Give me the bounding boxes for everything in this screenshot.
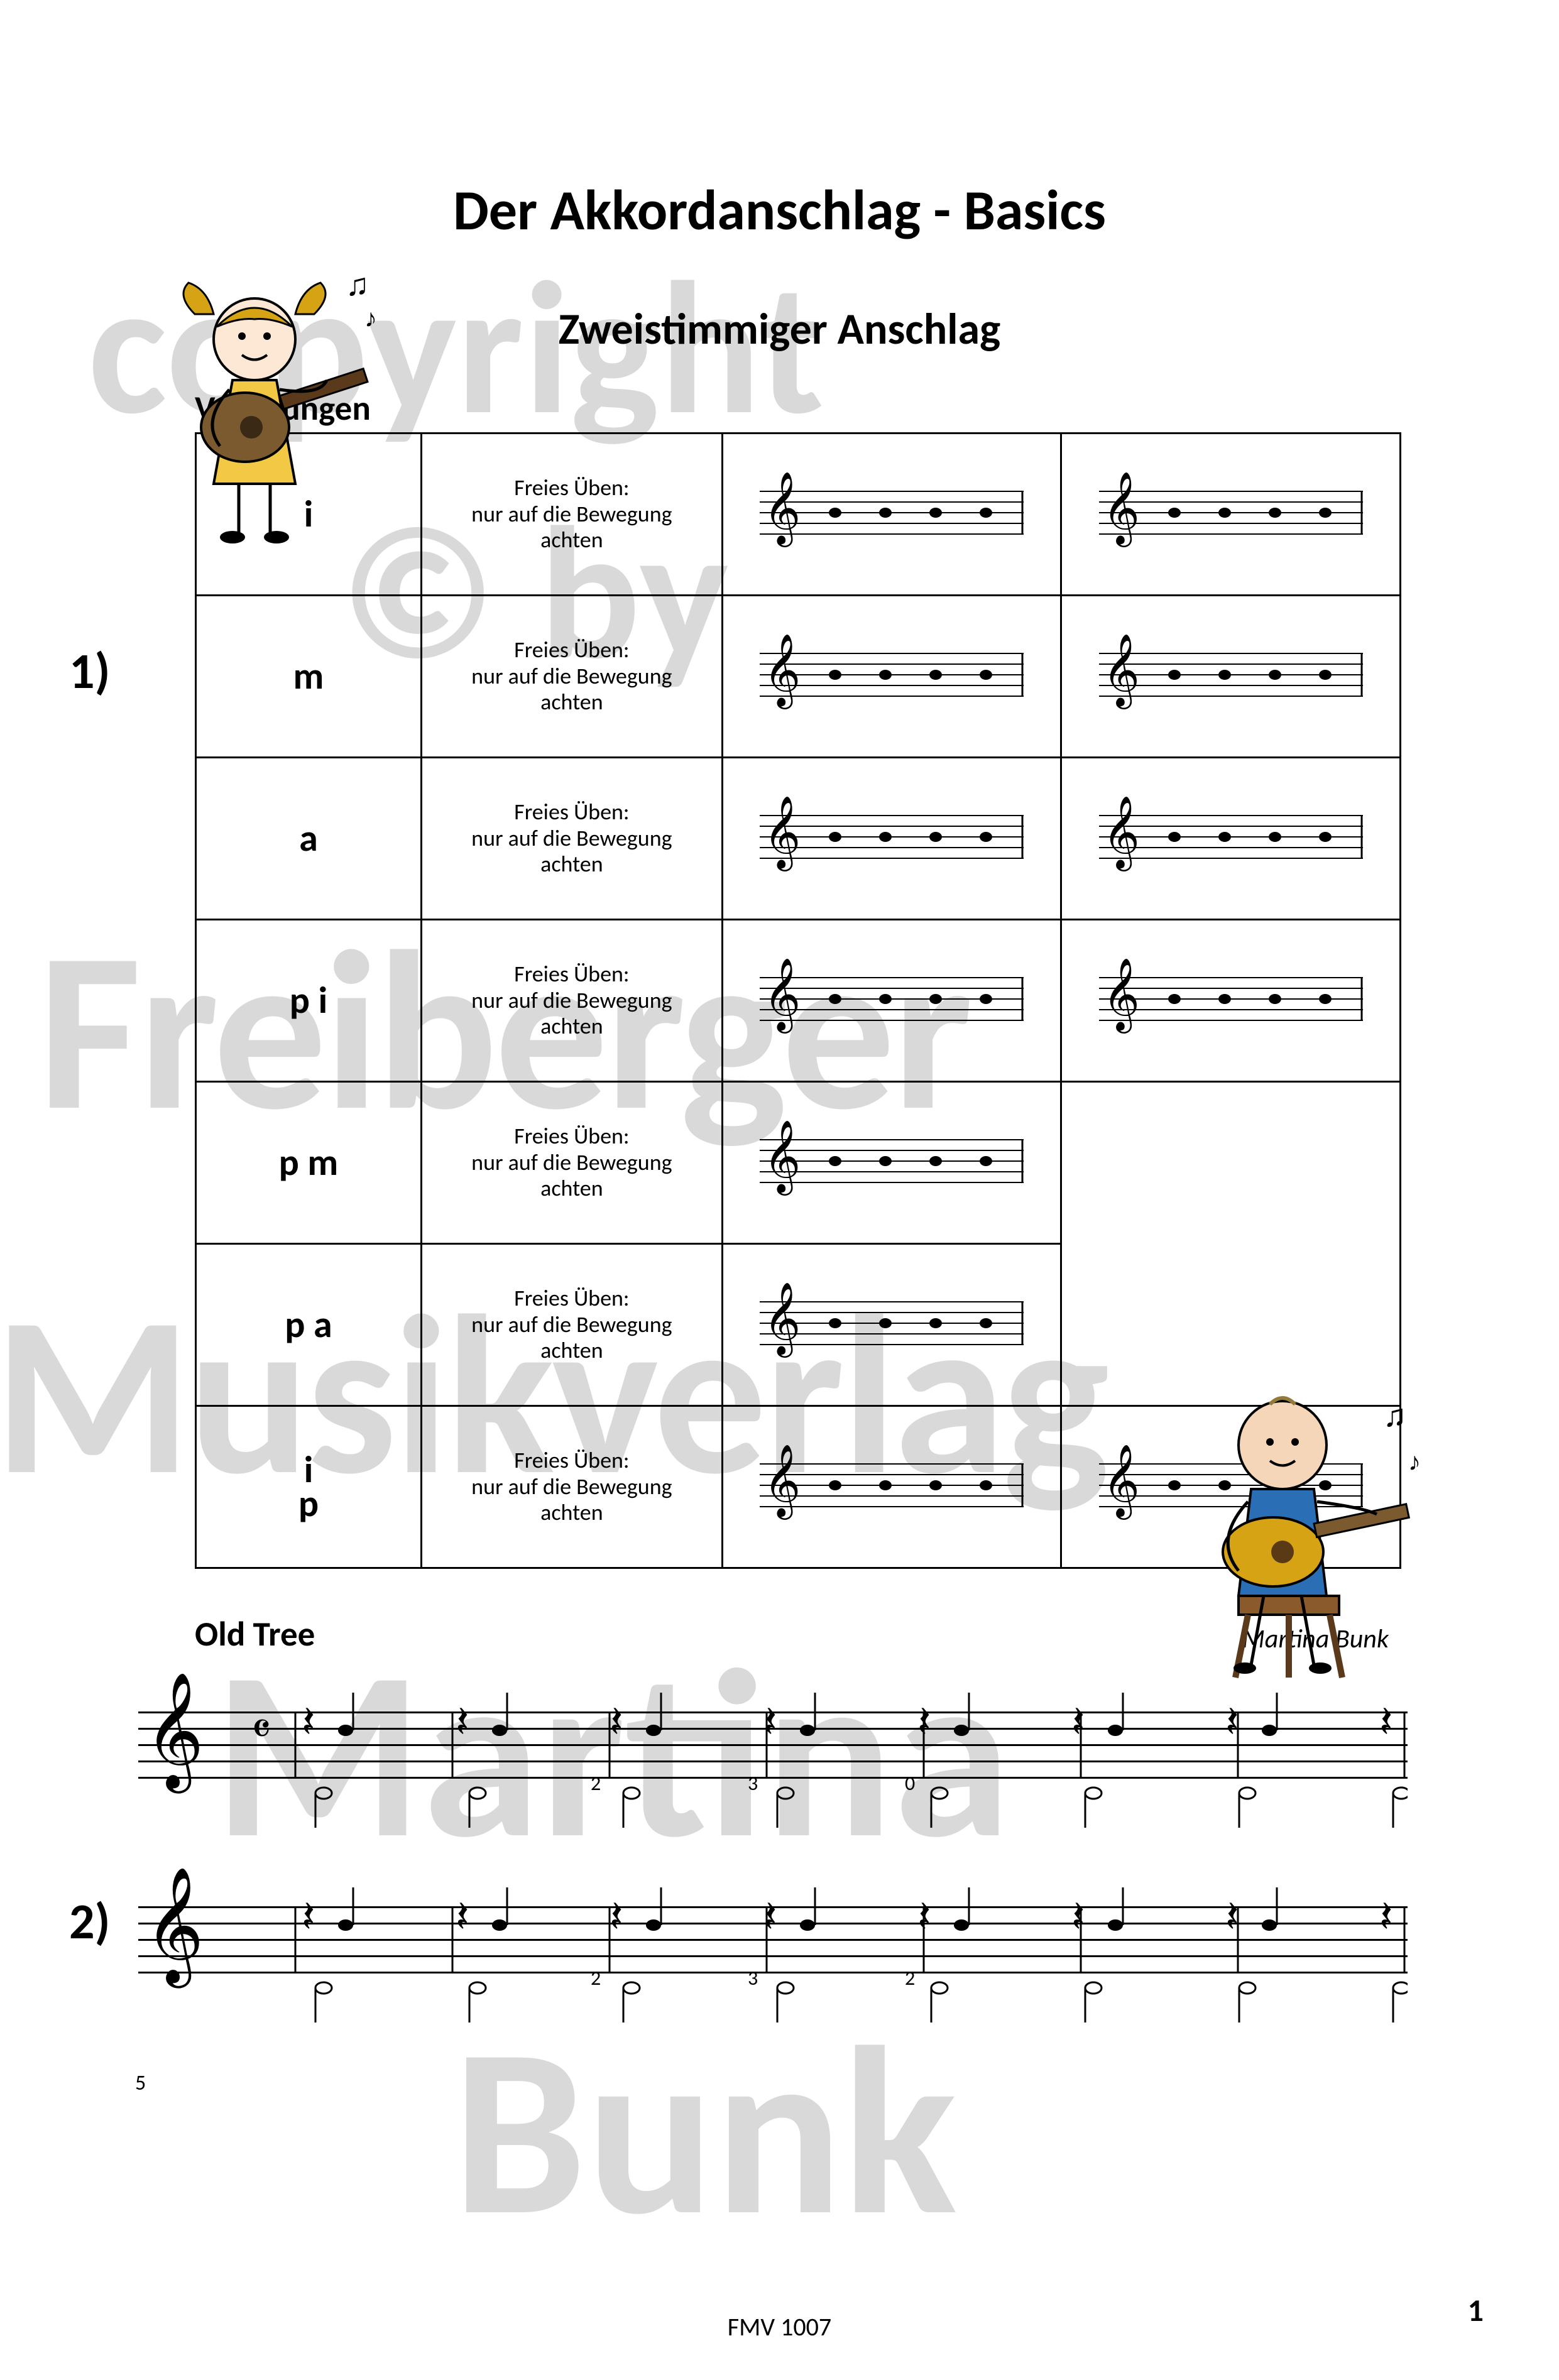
mini-staff: 𝄞 — [760, 1133, 1024, 1189]
svg-text:𝄽: 𝄽 — [763, 1893, 777, 1941]
exercise-number-1: 1) — [69, 641, 110, 702]
svg-text:♫: ♫ — [346, 270, 369, 304]
svg-text:𝄽: 𝄽 — [302, 1698, 315, 1747]
instruction-cell: Freies Üben:nur auf die Bewegungachten — [421, 434, 722, 596]
instruction-cell: Freies Üben:nur auf die Bewegungachten — [421, 1244, 722, 1406]
mini-staff: 𝄞 — [1099, 971, 1363, 1027]
mini-staff: 𝄞 — [760, 1457, 1024, 1514]
finger-cell: m — [196, 596, 422, 758]
svg-text:𝄽: 𝄽 — [1071, 1698, 1085, 1747]
finger-cell: p m — [196, 1082, 422, 1244]
svg-text:𝄽: 𝄽 — [1379, 1893, 1392, 1941]
table-row: aFreies Üben:nur auf die Bewegungachten 𝄞… — [196, 758, 1401, 920]
mini-staff: 𝄞 — [760, 809, 1024, 865]
staff-cell-1: 𝄞 — [722, 1244, 1061, 1406]
svg-text:2: 2 — [905, 1966, 915, 1990]
svg-text:♫: ♫ — [1383, 1397, 1407, 1435]
svg-text:0: 0 — [905, 1771, 915, 1796]
boy-guitar-illustration: ♫ ♪ — [1163, 1389, 1440, 1690]
svg-text:2: 2 — [591, 1771, 601, 1796]
staff-cell-2: 𝄞 — [1061, 596, 1401, 758]
svg-text:𝄽: 𝄽 — [917, 1893, 931, 1941]
finger-cell: p i — [196, 920, 422, 1082]
finger-cell: ip — [196, 1406, 422, 1568]
staff-cell-2: 𝄞 — [1061, 920, 1401, 1082]
svg-text:♪: ♪ — [364, 303, 377, 334]
finger-cell: p a — [196, 1244, 422, 1406]
page-number: 1 — [1468, 2291, 1484, 2330]
staff-cell-1: 𝄞 — [722, 596, 1061, 758]
mini-staff: 𝄞 — [760, 484, 1024, 541]
svg-text:𝄽: 𝄽 — [763, 1698, 777, 1747]
exercise-number-2: 2) — [69, 1891, 110, 1952]
svg-text:3: 3 — [748, 1771, 758, 1796]
table-row: mFreies Üben:nur auf die Bewegungachten 𝄞… — [196, 596, 1401, 758]
staff-cell-2: 𝄞 — [1061, 434, 1401, 596]
section-label-vorubungen: Vorübungen — [195, 387, 1559, 429]
mini-staff: 𝄞 — [1099, 809, 1363, 865]
svg-text:𝄽: 𝄽 — [1225, 1893, 1239, 1941]
svg-text:𝄽: 𝄽 — [1071, 1893, 1085, 1941]
watermark-bunk: Bunk — [452, 1985, 957, 2277]
table-row: p mFreies Üben:nur auf die Bewegungachte… — [196, 1082, 1401, 1244]
staff-cell-1: 𝄞 — [722, 1082, 1061, 1244]
page-title: Der Akkordanschlag - Basics — [0, 176, 1559, 245]
svg-text:♪: ♪ — [1408, 1446, 1421, 1477]
mini-staff: 𝄞 — [760, 1295, 1024, 1351]
svg-text:3: 3 — [748, 1966, 758, 1990]
footer-code: FMV 1007 — [0, 2312, 1559, 2342]
svg-text:𝄽: 𝄽 — [456, 1698, 469, 1747]
svg-text:2: 2 — [591, 1966, 601, 1990]
staff-cell-1: 𝄞 — [722, 1406, 1061, 1568]
staff-cell-1: 𝄞 — [722, 758, 1061, 920]
instruction-cell: Freies Üben:nur auf die Bewegungachten — [421, 1082, 722, 1244]
music-staff-line-2: 𝄞 𝄽𝄽𝄽𝄽𝄽𝄽𝄽𝄽232 — [138, 1862, 1408, 2026]
instruction-cell: Freies Üben:nur auf die Bewegungachten — [421, 596, 722, 758]
staff-cell-2: 𝄞 — [1061, 758, 1401, 920]
mini-staff: 𝄞 — [1099, 484, 1363, 541]
svg-text:𝄽: 𝄽 — [1379, 1698, 1392, 1747]
instruction-cell: Freies Üben:nur auf die Bewegungachten — [421, 1406, 722, 1568]
svg-text:𝄽: 𝄽 — [302, 1893, 315, 1941]
svg-text:𝄽: 𝄽 — [917, 1698, 931, 1747]
instruction-cell: Freies Üben:nur auf die Bewegungachten — [421, 920, 722, 1082]
staff-cell-1: 𝄞 — [722, 920, 1061, 1082]
mini-staff: 𝄞 — [760, 971, 1024, 1027]
staff-cell-1: 𝄞 — [722, 434, 1061, 596]
svg-text:𝄽: 𝄽 — [610, 1698, 623, 1747]
instruction-cell: Freies Üben:nur auf die Bewegungachten — [421, 758, 722, 920]
music-staff-line-1: 𝄞 𝄴 𝄽𝄽𝄽𝄽𝄽𝄽𝄽𝄽230 — [138, 1668, 1408, 1831]
mini-staff: 𝄞 — [760, 647, 1024, 703]
finger-cell: a — [196, 758, 422, 920]
girl-guitar-illustration: ♫ ♪ — [170, 270, 396, 553]
staff-cell-2 — [1061, 1082, 1401, 1406]
svg-text:𝄽: 𝄽 — [456, 1893, 469, 1941]
song-title: Old Tree — [195, 1613, 315, 1655]
bar-number-5: 5 — [135, 2070, 146, 2096]
svg-text:𝄽: 𝄽 — [1225, 1698, 1239, 1747]
svg-text:𝄽: 𝄽 — [610, 1893, 623, 1941]
table-row: p iFreies Üben:nur auf die Bewegungachte… — [196, 920, 1401, 1082]
mini-staff: 𝄞 — [1099, 647, 1363, 703]
